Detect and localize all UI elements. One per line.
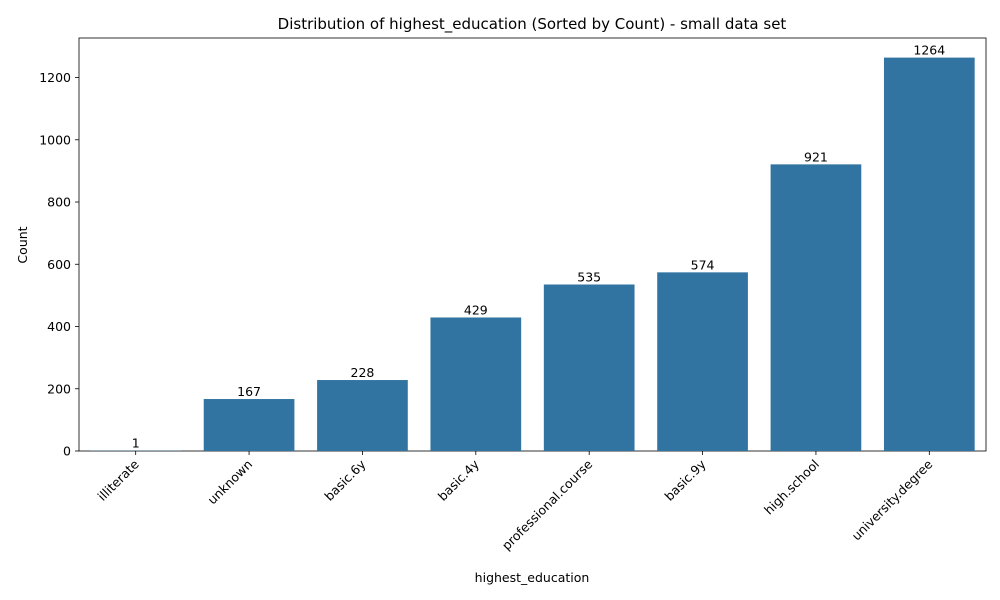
data-label-basic.4y: 429 [464, 302, 488, 317]
x-tick-label: high.school [761, 457, 822, 518]
bar-basic.9y [657, 272, 748, 451]
plot-area: 1 167 228 429 535 574 921 1264 [78, 37, 987, 452]
plot-frame [78, 37, 987, 452]
y-tick-label: 200 [47, 381, 71, 396]
data-label-unknown: 167 [237, 384, 261, 399]
data-label-university.degree: 1264 [913, 43, 945, 58]
bar-unknown [203, 399, 295, 451]
x-tick-label: basic.4y [435, 456, 483, 504]
y-tick-label: 400 [47, 319, 71, 334]
y-tick-label: 600 [47, 257, 71, 272]
y-tick-label: 0 [63, 444, 71, 459]
x-axis: illiterate unknown basic.6y basic.4y profess… [95, 451, 936, 553]
bar-university.degree [883, 57, 975, 451]
data-label-professional.course: 535 [577, 269, 601, 284]
y-tick-label: 1200 [39, 70, 71, 85]
data-labels-group: 1 167 228 429 535 574 921 1264 [132, 43, 946, 451]
bar-high.school [770, 164, 862, 451]
x-axis-label: highest_education [475, 570, 590, 585]
x-tick-label: illiterate [95, 456, 143, 504]
x-tick-label: basic.6y [321, 456, 369, 504]
x-tick-label: basic.9y [661, 456, 709, 504]
x-tick-label: unknown [204, 457, 255, 508]
data-label-basic.9y: 574 [691, 257, 715, 272]
bars-group [90, 57, 975, 451]
data-label-basic.6y: 228 [351, 365, 375, 380]
data-label-high.school: 921 [804, 149, 828, 164]
x-tick-label: professional.course [499, 456, 596, 553]
x-tick-label: university.degree [849, 456, 936, 543]
y-axis-label: Count [15, 226, 30, 263]
y-tick-label: 1000 [39, 132, 71, 147]
y-tick-label: 800 [47, 195, 71, 210]
data-label-illiterate: 1 [132, 436, 140, 451]
bar-professional.course [543, 284, 635, 451]
chart-title: Distribution of highest_education (Sorte… [278, 15, 787, 34]
bar-basic.4y [430, 317, 522, 451]
bar-basic.6y [317, 380, 408, 451]
y-axis: 0 200 400 600 800 1000 1200 [39, 70, 79, 459]
